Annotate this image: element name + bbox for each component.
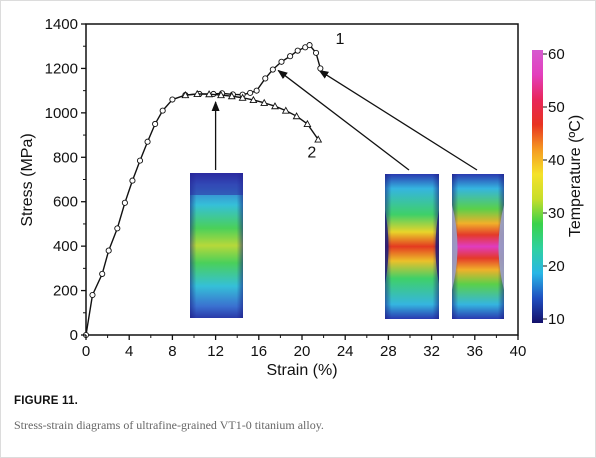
- data-point: [152, 120, 159, 128]
- x-tick-label: 32: [423, 343, 440, 360]
- data-point: [249, 95, 258, 103]
- colorbar-tick-label: 20: [548, 258, 565, 275]
- data-point: [159, 107, 166, 114]
- data-point: [181, 90, 190, 99]
- y-tick-label: 1400: [45, 16, 78, 33]
- stress-strain-chart: 12 0 4 8 12 16 20 24 28 32 36 40020040060080010001…: [19, 16, 584, 379]
- x-tick-label: 36: [466, 343, 483, 360]
- colorbar-label: Temperature (ºC): [567, 115, 584, 237]
- colorbar-tick-label: 50: [548, 99, 565, 116]
- x-tick-label: 24: [337, 343, 354, 360]
- annotation-arrow: [277, 69, 410, 171]
- data-point: [287, 53, 294, 60]
- data-point: [114, 225, 121, 232]
- colorbar-tick-label: 40: [548, 152, 565, 169]
- colorbar-tick-label: 60: [548, 46, 565, 63]
- data-point: [294, 47, 301, 54]
- x-tick-label: 16: [250, 343, 267, 360]
- colorbar-tick-label: 30: [548, 205, 565, 222]
- data-point: [262, 75, 269, 82]
- data-point: [169, 96, 176, 103]
- y-tick-label: 800: [53, 149, 78, 166]
- data-point: [303, 119, 312, 127]
- thermal-image-2: [385, 174, 439, 319]
- data-point: [260, 98, 269, 106]
- thermal-image-3: [452, 174, 504, 319]
- x-tick-label: 28: [380, 343, 397, 360]
- ticks-layer: 0 4 8 12 16 20 24 28 32 36 40020040060080010001200…: [45, 16, 527, 360]
- curve-label: 2: [307, 144, 316, 161]
- x-tick-label: 8: [168, 343, 176, 360]
- data-point: [292, 112, 301, 120]
- y-tick-label: 1000: [45, 105, 78, 122]
- data-point: [278, 58, 285, 65]
- thermal-images: [190, 173, 504, 319]
- data-point: [205, 90, 214, 98]
- data-point: [129, 177, 136, 184]
- annotation-arrows: [211, 69, 478, 171]
- y-tick-label: 0: [70, 327, 78, 344]
- data-point: [217, 90, 225, 99]
- data-point: [99, 270, 106, 277]
- x-tick-label: 4: [125, 343, 133, 360]
- x-axis-label: Strain (%): [266, 362, 337, 379]
- data-point: [105, 247, 112, 254]
- x-tick-label: 40: [510, 343, 527, 360]
- data-point: [121, 199, 128, 206]
- thermal-image-1: [190, 173, 243, 318]
- series-layer: 12: [82, 31, 344, 339]
- data-point: [227, 92, 236, 100]
- data-point: [193, 89, 202, 97]
- data-point: [136, 157, 144, 164]
- data-point: [314, 135, 323, 143]
- colorbar: 10 20 30 40 50 60 Temperature (ºC): [532, 46, 584, 328]
- y-tick-label: 200: [53, 283, 78, 300]
- x-tick-label: 0: [82, 343, 90, 360]
- data-point: [144, 138, 151, 145]
- y-tick-label: 600: [53, 194, 78, 211]
- data-point: [312, 49, 320, 56]
- data-point: [281, 106, 290, 114]
- y-tick-label: 1200: [45, 60, 78, 77]
- data-point: [238, 93, 247, 101]
- series-2: [181, 89, 323, 143]
- data-point: [317, 65, 324, 72]
- data-point: [271, 102, 279, 110]
- y-tick-label: 400: [53, 238, 78, 255]
- data-point: [269, 66, 276, 73]
- data-point: [253, 87, 260, 94]
- figure-caption: Stress-strain diagrams of ultrafine-grai…: [14, 418, 324, 432]
- data-point: [89, 291, 96, 299]
- curve-label: 1: [335, 31, 344, 48]
- annotation-arrow: [318, 69, 478, 171]
- colorbar-tick-label: 10: [548, 311, 565, 328]
- data-point: [247, 89, 254, 96]
- figure-label: FIGURE 11.: [14, 395, 78, 407]
- colorbar-scale: [532, 50, 543, 323]
- x-tick-label: 12: [207, 343, 224, 360]
- x-tick-label: 20: [294, 343, 311, 360]
- y-axis-label: Stress (MPa): [19, 133, 36, 226]
- data-point: [306, 42, 313, 49]
